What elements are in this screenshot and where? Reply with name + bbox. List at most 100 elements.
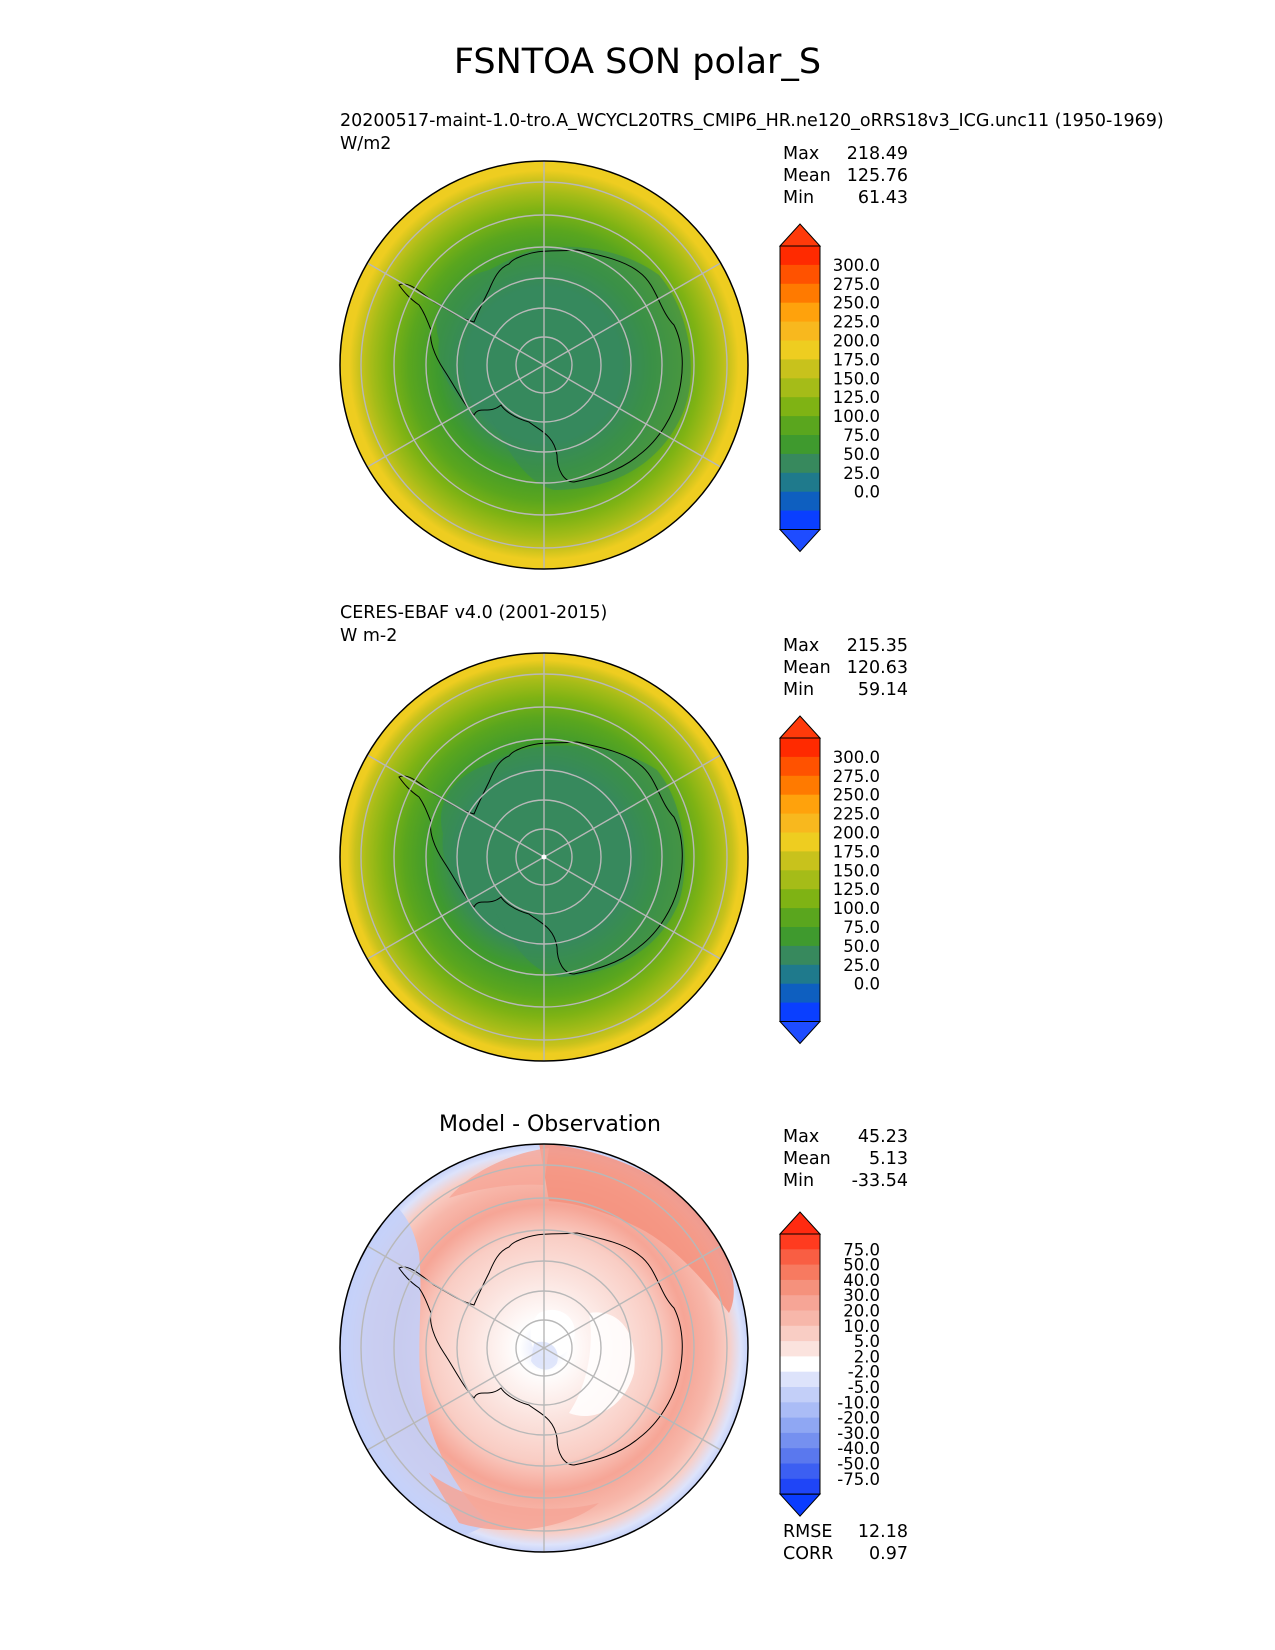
ref-map-border bbox=[339, 652, 749, 1062]
colorbar-extend-min bbox=[778, 529, 822, 553]
colorbar-tick-label: -40.0 bbox=[837, 1439, 880, 1458]
ref-mean-value: 120.63 bbox=[846, 658, 908, 678]
colorbar-tick-label: 150.0 bbox=[833, 861, 880, 880]
ref-polar-map bbox=[339, 652, 749, 1062]
test-plateau-shading bbox=[436, 246, 691, 490]
diff-min-label: Min bbox=[783, 1171, 815, 1191]
ref-max-label: Max bbox=[783, 636, 820, 656]
colorbar-cell bbox=[780, 416, 820, 436]
colorbar-cell bbox=[780, 1387, 820, 1403]
test-max-label: Max bbox=[783, 144, 820, 164]
diff-corr-label: CORR bbox=[783, 1544, 834, 1564]
colorbar-tick-label: 25.0 bbox=[843, 464, 880, 483]
colorbar-cell bbox=[780, 889, 820, 909]
colorbar-tick-label: 175.0 bbox=[833, 350, 880, 369]
colorbar-cell bbox=[780, 945, 820, 966]
colorbar-cell bbox=[780, 1002, 820, 1022]
test-colorbar: 300.0275.0250.0225.0200.0175.0150.0125.0… bbox=[778, 223, 880, 553]
diff-min-value: -33.54 bbox=[851, 1171, 908, 1191]
test-max-value: 218.49 bbox=[846, 144, 908, 164]
colorbar-cell bbox=[780, 378, 820, 398]
colorbar-cell bbox=[780, 397, 820, 417]
colorbar-tick-label: 10.0 bbox=[843, 1317, 880, 1336]
colorbar-tick-label: 20.0 bbox=[843, 1302, 880, 1321]
diff-graticule bbox=[360, 1144, 728, 1552]
colorbar-tick-label: 275.0 bbox=[833, 767, 880, 786]
colorbar-cell bbox=[780, 1478, 820, 1495]
colorbar-cell bbox=[780, 264, 820, 285]
colorbar-tick-label: 225.0 bbox=[833, 805, 880, 824]
colorbar-tick-label: 50.0 bbox=[843, 937, 880, 956]
colorbar-tick-label: -10.0 bbox=[837, 1393, 880, 1412]
colorbar-cell bbox=[780, 1356, 820, 1373]
diff-mean-value: 5.13 bbox=[869, 1149, 908, 1169]
colorbar-cell bbox=[780, 794, 820, 815]
colorbar-cell bbox=[780, 1279, 820, 1296]
colorbar-tick-label: 225.0 bbox=[833, 313, 880, 332]
ref-min-value: 59.14 bbox=[857, 680, 908, 700]
colorbar-tick-label: 300.0 bbox=[833, 748, 880, 767]
test-panel-subtitle: 20200517-maint-1.0-tro.A_WCYCL20TRS_CMIP… bbox=[340, 111, 1164, 131]
diff-polar-map bbox=[339, 1143, 749, 1553]
ref-min-label: Min bbox=[783, 680, 815, 700]
colorbar-extend-max bbox=[778, 715, 822, 739]
colorbar-cell bbox=[780, 1402, 820, 1419]
colorbar-tick-label: 2.0 bbox=[854, 1347, 880, 1366]
colorbar-cell bbox=[780, 340, 820, 360]
ref-pole-point bbox=[541, 854, 547, 860]
test-graticule bbox=[360, 161, 728, 569]
colorbar-tick-label: 50.0 bbox=[843, 445, 880, 464]
colorbar-cell bbox=[780, 738, 820, 758]
colorbar-cell bbox=[780, 435, 820, 455]
colorbar-tick-label: 0.0 bbox=[854, 483, 880, 502]
colorbar-tick-label: 125.0 bbox=[833, 880, 880, 899]
colorbar-cell bbox=[780, 983, 820, 1004]
colorbar-cell bbox=[780, 510, 820, 530]
diff-rmse-label: RMSE bbox=[783, 1522, 833, 1542]
colorbar-tick-label: 75.0 bbox=[843, 426, 880, 445]
colorbar-tick-label: 125.0 bbox=[833, 388, 880, 407]
figure-title: FSNTOA SON polar_S bbox=[453, 42, 822, 82]
colorbar-cell bbox=[780, 1448, 820, 1464]
colorbar-tick-label: 100.0 bbox=[833, 899, 880, 918]
ref-colorbar: 300.0275.0250.0225.0200.0175.0150.0125.0… bbox=[778, 715, 880, 1045]
colorbar-tick-label: 5.0 bbox=[854, 1332, 880, 1351]
colorbar-tick-label: -50.0 bbox=[837, 1455, 880, 1474]
colorbar-tick-label: -30.0 bbox=[837, 1424, 880, 1443]
colorbar-cell bbox=[780, 246, 820, 266]
test-mean-value: 125.76 bbox=[846, 166, 908, 186]
diff-corr-value: 0.97 bbox=[869, 1544, 908, 1564]
colorbar-cell bbox=[780, 964, 820, 985]
colorbar-tick-label: 200.0 bbox=[833, 332, 880, 351]
colorbar-tick-label: 50.0 bbox=[843, 1256, 880, 1275]
colorbar-cell bbox=[780, 1325, 820, 1342]
colorbar-cell bbox=[780, 1310, 820, 1327]
colorbar-tick-label: 30.0 bbox=[843, 1286, 880, 1305]
colorbar-tick-label: 250.0 bbox=[833, 786, 880, 805]
colorbar-tick-label: 200.0 bbox=[833, 824, 880, 843]
ref-mean-label: Mean bbox=[783, 658, 831, 678]
colorbar-cell bbox=[780, 283, 820, 304]
colorbar-extend-min bbox=[778, 1493, 822, 1517]
colorbar-cell bbox=[780, 321, 820, 341]
colorbar-cell bbox=[780, 775, 820, 796]
colorbar-tick-label: 0.0 bbox=[854, 975, 880, 994]
colorbar-cell bbox=[780, 1264, 820, 1281]
colorbar-tick-label: 150.0 bbox=[833, 369, 880, 388]
test-min-label: Min bbox=[783, 188, 815, 208]
diff-mean-label: Mean bbox=[783, 1149, 831, 1169]
colorbar-cell bbox=[780, 927, 820, 947]
colorbar-cell bbox=[780, 302, 820, 323]
diff-map-border bbox=[339, 1143, 749, 1553]
colorbar-cell bbox=[780, 472, 820, 493]
colorbar-tick-label: 75.0 bbox=[843, 1240, 880, 1259]
test-mean-label: Mean bbox=[783, 166, 831, 186]
colorbar-cell bbox=[780, 1295, 820, 1311]
colorbar-extend-max bbox=[778, 223, 822, 247]
colorbar-tick-label: 40.0 bbox=[843, 1271, 880, 1290]
colorbar-tick-label: 250.0 bbox=[833, 294, 880, 313]
diff-colorbar: 75.050.040.030.020.010.05.02.0-2.0-5.0-1… bbox=[778, 1211, 880, 1517]
colorbar-cell bbox=[780, 908, 820, 928]
test-min-value: 61.43 bbox=[857, 188, 908, 208]
colorbar-tick-label: 300.0 bbox=[833, 256, 880, 275]
